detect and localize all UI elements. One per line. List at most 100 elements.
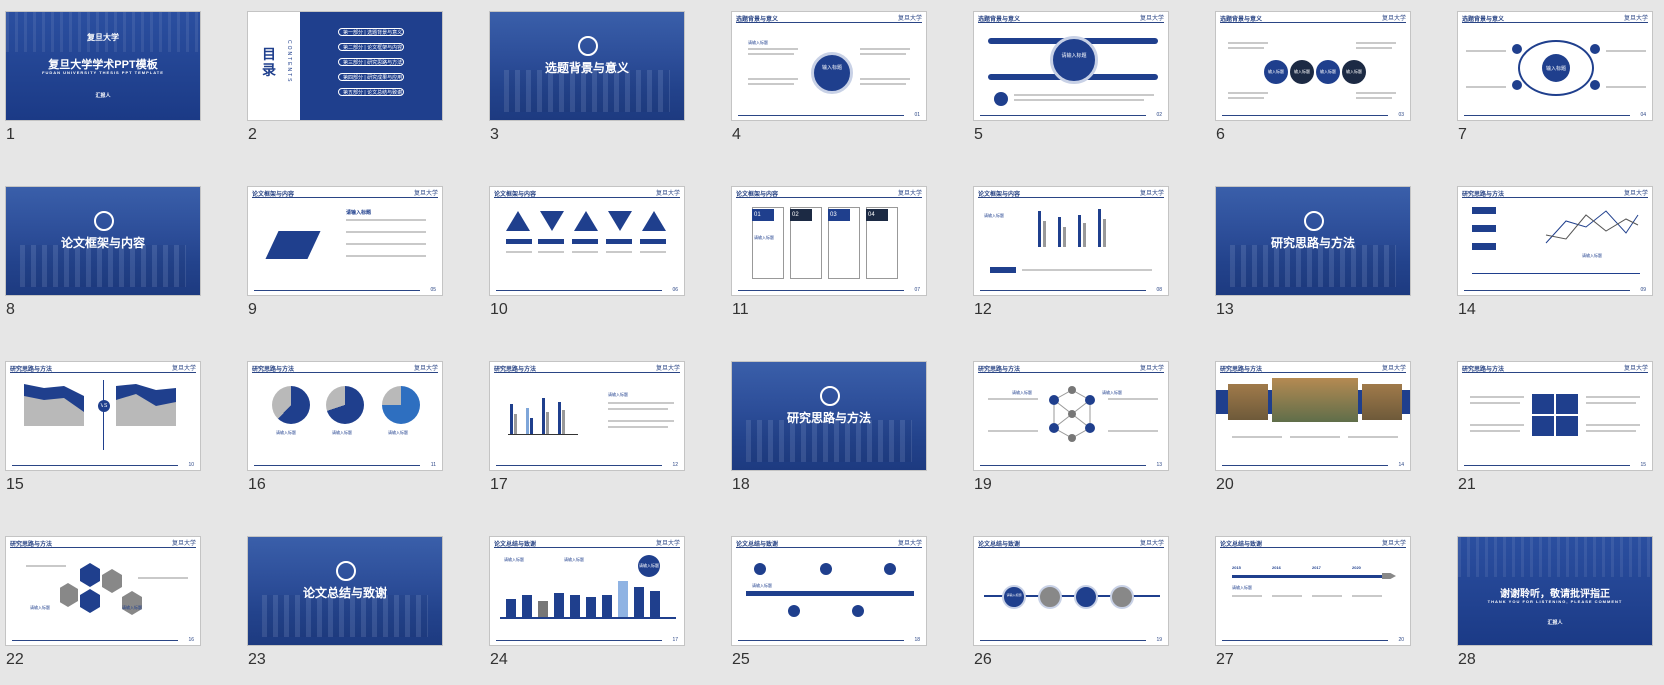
slide-thumbnail-21[interactable]: 研究思路与方法 复旦大学 15 bbox=[1457, 361, 1653, 471]
slide-thumbnail-10[interactable]: 论文框架与内容 复旦大学 06 bbox=[489, 186, 685, 296]
slide-header: 研究思路与方法 bbox=[494, 367, 537, 373]
slide-thumbnail-8[interactable]: 论文框架与内容 bbox=[5, 186, 201, 296]
area-chart-right bbox=[116, 384, 176, 426]
slide-header: 研究思路与方法 bbox=[10, 542, 53, 548]
university-logo: 复旦大学 bbox=[655, 191, 680, 197]
contents-item-3: 第三部分 | 研究思路与方法 bbox=[338, 58, 404, 66]
slide-thumbnail-19[interactable]: 研究思路与方法 复旦大学 请输入标题 请输入标题 13 bbox=[973, 361, 1169, 471]
building-photo bbox=[1458, 537, 1652, 577]
slide-thumbnail-25[interactable]: 论文总结与致谢 复旦大学 请输入标题 18 bbox=[731, 536, 927, 646]
slide-thumbnail-23[interactable]: 论文总结与致谢 bbox=[247, 536, 443, 646]
slide-header: 论文框架与内容 bbox=[978, 192, 1021, 198]
slide-thumbnail-5[interactable]: 选题背景与意义 复旦大学 请输入标题 02 bbox=[973, 11, 1169, 121]
slide-number: 26 bbox=[974, 651, 992, 668]
page-number: 15 bbox=[1640, 462, 1646, 468]
slide-number: 2 bbox=[248, 126, 257, 143]
university-logo: 复旦大学 bbox=[1381, 16, 1406, 22]
slide-number: 8 bbox=[6, 301, 15, 318]
slide-thumbnail-3[interactable]: 选题背景与意义 bbox=[489, 11, 685, 121]
page-number: 12 bbox=[672, 462, 678, 468]
slide-number: 13 bbox=[1216, 301, 1234, 318]
pie-chart bbox=[326, 386, 364, 424]
section-title: 研究思路与方法 bbox=[1270, 236, 1355, 250]
page-number: 04 bbox=[1640, 112, 1646, 118]
slide-number: 10 bbox=[490, 301, 508, 318]
slide-thumbnail-1[interactable]: 复旦大学 复旦大学学术PPT模板 FUDAN UNIVERSITY THESIS… bbox=[5, 11, 201, 121]
slide-thumbnail-6[interactable]: 选题背景与意义 复旦大学 输入标题 输入标题 输入标题 输入标题 03 bbox=[1215, 11, 1411, 121]
slide-number: 25 bbox=[732, 651, 750, 668]
quadrant-tile bbox=[1556, 394, 1578, 414]
item-label: 请输入标题 bbox=[748, 40, 768, 45]
page-number: 06 bbox=[672, 287, 678, 293]
pie-label: 请输入标题 bbox=[332, 430, 352, 435]
presenter: 汇报人 bbox=[1547, 620, 1563, 626]
page-number: 02 bbox=[1156, 112, 1162, 118]
item-label: 请输入标题 bbox=[608, 392, 628, 397]
slide-thumbnail-18[interactable]: 研究思路与方法 bbox=[731, 361, 927, 471]
page-number: 17 bbox=[672, 637, 678, 643]
location-icon bbox=[884, 563, 896, 575]
slide-thumbnail-16[interactable]: 研究思路与方法 复旦大学 请输入标题 请输入标题 请输入标题 11 bbox=[247, 361, 443, 471]
university-logo: 复旦大学 bbox=[1139, 541, 1164, 547]
triangle-row bbox=[506, 211, 666, 231]
slide-thumbnail-13[interactable]: 研究思路与方法 bbox=[1215, 186, 1411, 296]
page-number: 09 bbox=[1640, 287, 1646, 293]
quadrant-tile bbox=[1532, 394, 1554, 414]
book-icon bbox=[1304, 211, 1324, 231]
line-chart bbox=[1545, 210, 1639, 244]
slide-thumbnail-15[interactable]: 研究思路与方法 复旦大学 VS 10 bbox=[5, 361, 201, 471]
area-chart-left bbox=[24, 384, 84, 426]
slide-thumbnail-12[interactable]: 论文框架与内容 复旦大学 请输入标题 08 bbox=[973, 186, 1169, 296]
page-number: 11 bbox=[430, 462, 436, 468]
slide-header: 选题背景与意义 bbox=[1220, 17, 1263, 23]
slide-thumbnail-2[interactable]: 目录 CONTENTS 第一部分 | 选题背景与意义 第二部分 | 论文框架与内… bbox=[247, 11, 443, 121]
layered-shape bbox=[265, 231, 321, 259]
item-label: 请输入标题 bbox=[122, 605, 142, 610]
university-logo: 复旦大学 bbox=[413, 191, 438, 197]
slide-thumbnail-24[interactable]: 论文总结与致谢 复旦大学 请输入标题 请输入标题 请输入标题 17 bbox=[489, 536, 685, 646]
slide-header: 研究思路与方法 bbox=[978, 367, 1021, 373]
item-label: 请输入标题 bbox=[346, 210, 372, 216]
slide-thumbnail-26[interactable]: 论文总结与致谢 复旦大学 请输入标题 19 bbox=[973, 536, 1169, 646]
university-logo: 复旦大学 bbox=[1623, 191, 1648, 197]
slide-thumbnail-20[interactable]: 研究思路与方法 复旦大学 14 bbox=[1215, 361, 1411, 471]
year-label: 2015 bbox=[1232, 565, 1241, 570]
slide-thumbnail-14[interactable]: 研究思路与方法 复旦大学 请输入标题 09 bbox=[1457, 186, 1653, 296]
item-label: 请输入标题 bbox=[984, 213, 1004, 218]
university-logo: 复旦大学 bbox=[1623, 16, 1648, 22]
campus-photo bbox=[1228, 384, 1268, 420]
node-label: 输入标题 bbox=[1268, 69, 1284, 74]
slide-number: 23 bbox=[248, 651, 266, 668]
item-label: 请输入标题 bbox=[1012, 390, 1032, 395]
slide-header: 论文框架与内容 bbox=[252, 192, 295, 198]
slide-thumbnail-17[interactable]: 研究思路与方法 复旦大学 请输入标题 12 bbox=[489, 361, 685, 471]
slide-thumbnail-22[interactable]: 研究思路与方法 复旦大学 请输入标题 请输入标题 16 bbox=[5, 536, 201, 646]
slide-number: 27 bbox=[1216, 651, 1234, 668]
campus-photo bbox=[1362, 384, 1402, 420]
tool-icon bbox=[820, 563, 832, 575]
slide-number: 3 bbox=[490, 126, 499, 143]
node-circle bbox=[1290, 60, 1314, 84]
slide-header: 选题背景与意义 bbox=[1462, 17, 1505, 23]
item-label: 请输入标题 bbox=[1232, 585, 1252, 590]
slide-subtitle: THANK YOU FOR LISTENING, PLEASE COMMENT bbox=[1487, 599, 1623, 604]
quadrant-tile bbox=[1532, 416, 1554, 436]
slide-number: 9 bbox=[248, 301, 257, 318]
node-label: 输入标题 bbox=[1346, 69, 1362, 74]
university-logo: 复旦大学 bbox=[1623, 366, 1648, 372]
contents-item-2: 第二部分 | 论文框架与内容 bbox=[338, 43, 404, 51]
slide-header: 论文总结与致谢 bbox=[978, 542, 1021, 548]
step-number: 04 bbox=[866, 209, 888, 221]
slide-thumbnail-7[interactable]: 选题背景与意义 复旦大学 输入标题 04 bbox=[1457, 11, 1653, 121]
slide-thumbnail-9[interactable]: 论文框架与内容 复旦大学 请输入标题 05 bbox=[247, 186, 443, 296]
slide-thumbnail-28[interactable]: 谢谢聆听，敬请批评指正 THANK YOU FOR LISTENING, PLE… bbox=[1457, 536, 1653, 646]
center-label: 请输入标题 bbox=[1061, 53, 1087, 59]
slide-header: 论文框架与内容 bbox=[494, 192, 537, 198]
slide-thumbnail-27[interactable]: 论文总结与致谢 复旦大学 2015 2016 2017 2020 请输入标题 2… bbox=[1215, 536, 1411, 646]
slide-thumbnail-11[interactable]: 论文框架与内容 复旦大学 01 02 03 04 请输入标题 07 bbox=[731, 186, 927, 296]
timeline-node bbox=[1038, 585, 1062, 609]
section-title: 论文框架与内容 bbox=[60, 236, 145, 250]
book-icon bbox=[336, 561, 356, 581]
slide-thumbnail-4[interactable]: 选题背景与意义 复旦大学 输入标题 请输入标题 01 bbox=[731, 11, 927, 121]
slide-number: 18 bbox=[732, 476, 750, 493]
